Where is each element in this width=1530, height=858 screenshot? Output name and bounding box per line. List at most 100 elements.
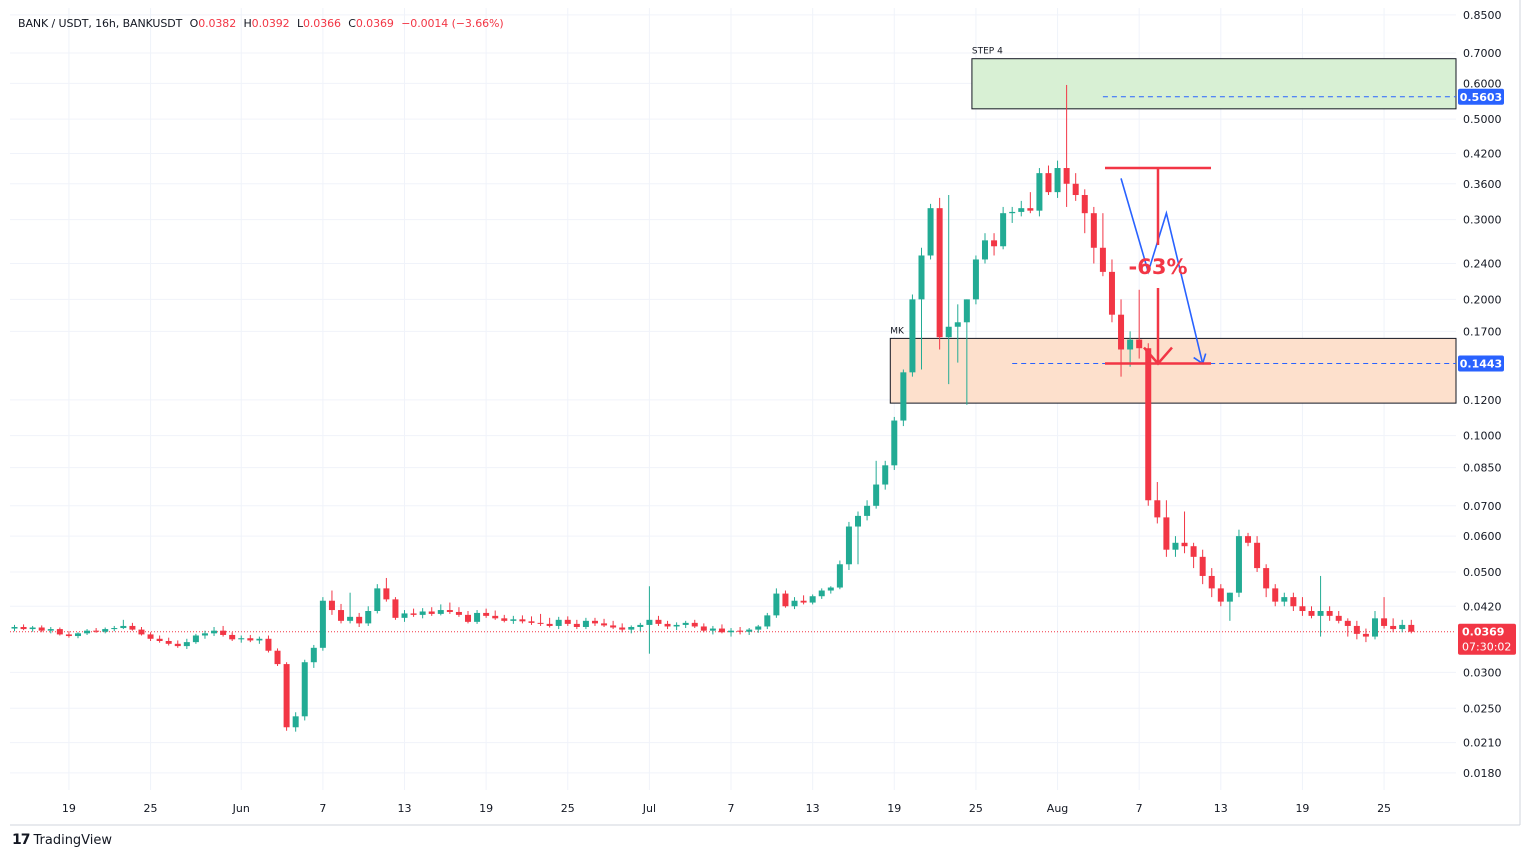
y-tick-label: 0.0850	[1463, 462, 1502, 475]
candle-down	[129, 622, 136, 631]
candle-body	[492, 615, 499, 619]
candle-down	[1181, 511, 1188, 554]
candle-body	[628, 626, 635, 630]
candle-down	[1263, 564, 1270, 598]
candle-up	[682, 620, 689, 629]
candle-down	[1217, 584, 1224, 607]
candle-body	[700, 626, 707, 631]
x-tick-label: 19	[62, 802, 76, 815]
candle-down	[573, 619, 580, 630]
candle-up	[1036, 168, 1043, 217]
zone-box	[971, 58, 1457, 110]
candle-body	[864, 505, 871, 516]
y-tick-label: 0.3600	[1463, 178, 1502, 191]
candle-body	[1072, 183, 1079, 196]
candle-body	[147, 634, 154, 639]
candle-body	[437, 610, 444, 614]
candle-body	[229, 634, 236, 640]
candle-body	[483, 612, 490, 616]
candle-body	[1399, 624, 1406, 630]
candle-down	[220, 625, 227, 637]
candle-body	[1181, 542, 1188, 547]
candle-body	[446, 610, 453, 612]
candle-up	[972, 255, 979, 305]
candle-body	[737, 630, 744, 632]
low-value: 0.0366	[303, 17, 341, 30]
candle-body	[1245, 536, 1252, 543]
candle-body	[1226, 592, 1233, 602]
symbol-title[interactable]: BANK / USDT, 16h, BANKUSDT	[18, 17, 183, 30]
candle-up	[47, 626, 54, 634]
candle-down	[328, 590, 335, 615]
candle-down	[655, 615, 662, 626]
candle-body	[56, 629, 63, 635]
candle-down	[165, 637, 172, 646]
candle-body	[591, 620, 598, 624]
candle-body	[1335, 615, 1342, 621]
candle-up	[1018, 200, 1025, 217]
candle-body	[682, 622, 689, 625]
candle-down	[1290, 592, 1297, 612]
x-tick-label: 19	[479, 802, 493, 815]
candle-body	[374, 588, 381, 612]
candle-body	[1217, 588, 1224, 602]
candle-body	[220, 630, 227, 635]
candle-body	[192, 635, 199, 643]
candle-body	[1054, 168, 1061, 193]
candle-up	[401, 610, 408, 622]
candle-down	[356, 612, 363, 627]
candle-up	[818, 588, 825, 599]
candle-body	[156, 638, 163, 641]
candle-down	[591, 617, 598, 626]
candle-up	[755, 624, 762, 633]
candle-body	[1344, 620, 1351, 626]
measure-arrowhead	[1143, 346, 1173, 366]
candle-body	[238, 638, 245, 640]
high-label: H	[243, 17, 252, 30]
candle-down	[610, 620, 617, 630]
level-badge-text: 0.5603	[1460, 91, 1502, 104]
candle-up	[1000, 206, 1007, 250]
y-tick-label: 0.7000	[1463, 47, 1502, 60]
candle-body	[945, 326, 952, 338]
candle-body	[47, 629, 54, 631]
candle-down	[564, 616, 571, 626]
candle-up	[728, 628, 735, 637]
candle-body	[646, 619, 653, 625]
candle-down	[601, 618, 608, 627]
candle-up	[437, 604, 444, 616]
candle-body	[1163, 517, 1170, 550]
tradingview-logo[interactable]: 17 TradingView	[12, 832, 112, 848]
candle-body	[1372, 618, 1378, 637]
candle-body	[791, 600, 798, 607]
candle-up	[1317, 575, 1324, 637]
candle-up	[347, 592, 354, 624]
candle-down	[1299, 597, 1306, 616]
candle-up	[673, 622, 680, 631]
high-value: 0.0392	[251, 17, 290, 30]
candle-body	[546, 623, 553, 626]
candle-body	[927, 208, 934, 256]
candle-down	[1090, 206, 1097, 264]
candle-down	[174, 640, 181, 648]
candle-body	[991, 240, 998, 247]
candle-up	[192, 633, 199, 644]
candle-down	[492, 610, 499, 620]
candle-down	[1308, 606, 1315, 619]
candle-up	[238, 635, 245, 643]
candle-down	[38, 625, 45, 633]
candle-body	[1308, 611, 1315, 616]
candle-down	[338, 603, 345, 624]
candle-up	[836, 560, 843, 590]
tradingview-logo-text: TradingView	[33, 832, 113, 848]
candle-body	[38, 627, 45, 631]
candle-body	[718, 628, 725, 633]
y-tick-label: 0.1000	[1463, 430, 1502, 443]
candle-up	[1399, 619, 1406, 633]
candle-body	[900, 372, 907, 421]
candle-body	[528, 621, 535, 623]
y-tick-label: 0.0420	[1463, 600, 1502, 613]
candle-up	[256, 636, 263, 644]
candle-body	[800, 600, 807, 603]
